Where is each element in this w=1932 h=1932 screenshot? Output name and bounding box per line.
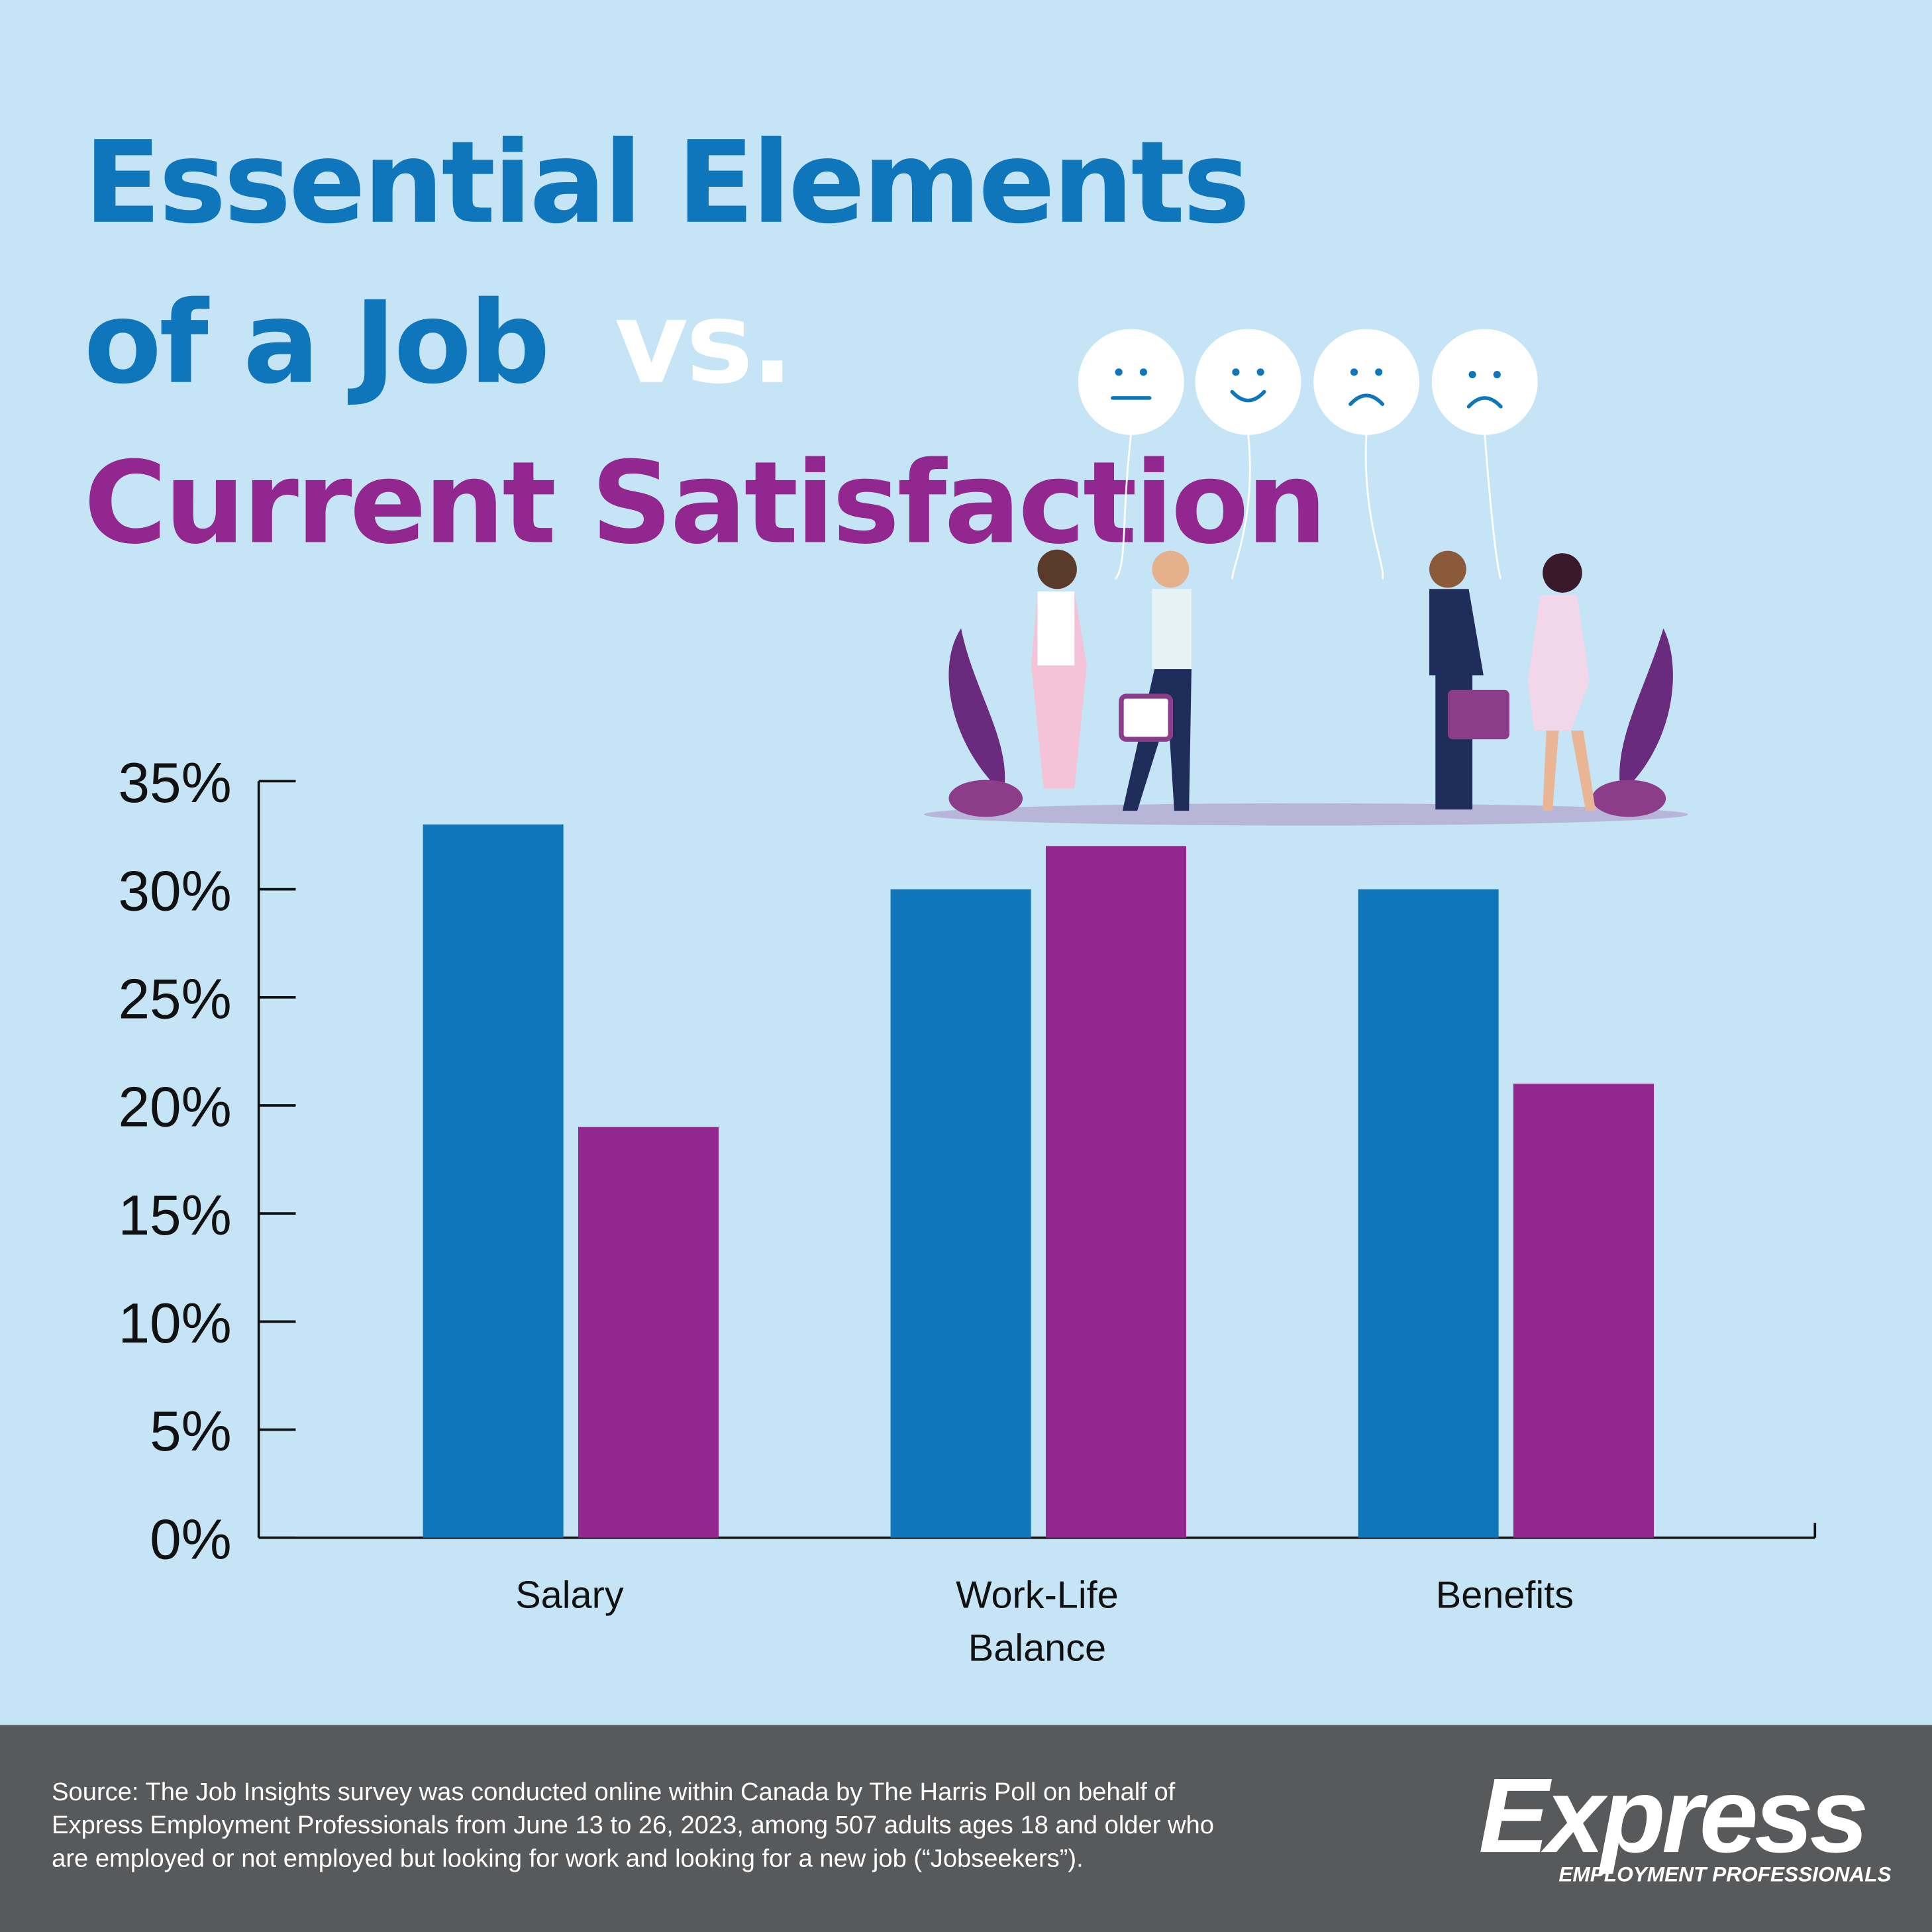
- title-line: Essential Elements: [84, 117, 1248, 249]
- source: Source: The Job Insights survey was cond…: [52, 1778, 1176, 1806]
- y-tick-label: 15%: [118, 1184, 231, 1247]
- brand: Express: [1478, 1756, 1865, 1874]
- y-tick-label: 5%: [150, 1400, 232, 1463]
- title-part: vs.: [615, 278, 791, 409]
- y-tick-label: 35%: [118, 752, 231, 815]
- brand-tagline: EMPLOYMENT PROFESSIONALS: [1558, 1862, 1891, 1886]
- y-tick-label: 30%: [118, 860, 231, 923]
- bar: [890, 889, 1031, 1538]
- y-tick-label: 20%: [118, 1076, 231, 1139]
- bar: [578, 1127, 719, 1538]
- title-part: of a Job: [84, 278, 548, 409]
- y-tick-label: 10%: [118, 1292, 231, 1355]
- illustration: [924, 329, 1688, 826]
- x-tick-label: Salary: [515, 1574, 624, 1617]
- bar: [1358, 889, 1499, 1538]
- bar: [1513, 1084, 1654, 1538]
- title-line: of a Job vs.: [84, 278, 791, 409]
- y-tick-label: 0%: [150, 1508, 232, 1571]
- y-tick-label: 25%: [118, 968, 231, 1031]
- bar: [1045, 846, 1187, 1538]
- x-tick-label: Work-Life Balance: [956, 1574, 1119, 1670]
- source: Express Employment Professionals from Ju…: [52, 1811, 1214, 1839]
- source: are employed or not employed but looking…: [52, 1844, 1084, 1872]
- footer: [0, 1725, 1932, 1932]
- bar: [423, 824, 564, 1538]
- title-line: Current Satisfaction: [84, 438, 1325, 570]
- x-tick-label: Benefits: [1436, 1574, 1574, 1617]
